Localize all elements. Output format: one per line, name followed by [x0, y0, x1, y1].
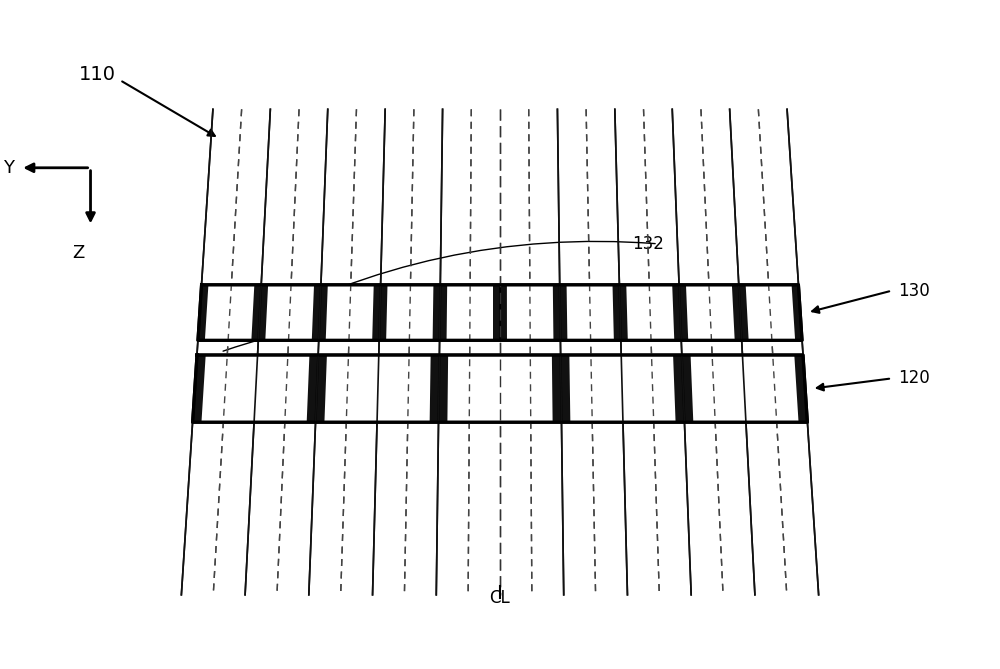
Polygon shape: [316, 355, 327, 422]
Polygon shape: [439, 355, 561, 422]
Polygon shape: [500, 285, 560, 341]
Polygon shape: [493, 285, 500, 341]
Polygon shape: [379, 285, 387, 341]
Text: 130: 130: [898, 282, 930, 300]
Polygon shape: [682, 355, 807, 422]
Polygon shape: [193, 355, 206, 422]
Polygon shape: [307, 355, 318, 422]
Polygon shape: [792, 285, 802, 341]
Polygon shape: [433, 285, 440, 341]
Text: CL: CL: [490, 589, 510, 607]
Polygon shape: [316, 355, 439, 422]
Polygon shape: [672, 285, 681, 341]
Polygon shape: [619, 285, 681, 341]
Polygon shape: [439, 355, 448, 422]
Polygon shape: [258, 285, 321, 341]
Text: 110: 110: [79, 65, 116, 84]
Polygon shape: [561, 355, 570, 422]
Polygon shape: [258, 285, 268, 341]
Polygon shape: [372, 285, 381, 341]
Polygon shape: [440, 285, 447, 341]
Polygon shape: [679, 285, 742, 341]
Polygon shape: [794, 355, 807, 422]
Polygon shape: [251, 285, 261, 341]
Polygon shape: [319, 285, 328, 341]
Polygon shape: [198, 285, 261, 341]
Polygon shape: [500, 285, 507, 341]
Polygon shape: [440, 285, 500, 341]
Polygon shape: [193, 355, 318, 422]
Polygon shape: [739, 285, 749, 341]
Polygon shape: [673, 355, 684, 422]
Polygon shape: [379, 285, 440, 341]
Polygon shape: [619, 285, 628, 341]
Polygon shape: [682, 355, 693, 422]
Polygon shape: [739, 285, 802, 341]
Polygon shape: [319, 285, 381, 341]
Polygon shape: [679, 285, 688, 341]
Text: 122: 122: [597, 326, 629, 343]
Polygon shape: [198, 285, 208, 341]
Polygon shape: [560, 285, 621, 341]
Polygon shape: [552, 355, 561, 422]
Polygon shape: [732, 285, 742, 341]
Text: 120: 120: [898, 369, 930, 387]
Polygon shape: [613, 285, 621, 341]
Polygon shape: [560, 285, 567, 341]
Polygon shape: [561, 355, 684, 422]
Text: Y: Y: [3, 159, 14, 177]
Text: Z: Z: [73, 244, 85, 262]
Polygon shape: [312, 285, 321, 341]
Text: 132: 132: [632, 235, 664, 253]
Polygon shape: [430, 355, 439, 422]
Polygon shape: [553, 285, 560, 341]
